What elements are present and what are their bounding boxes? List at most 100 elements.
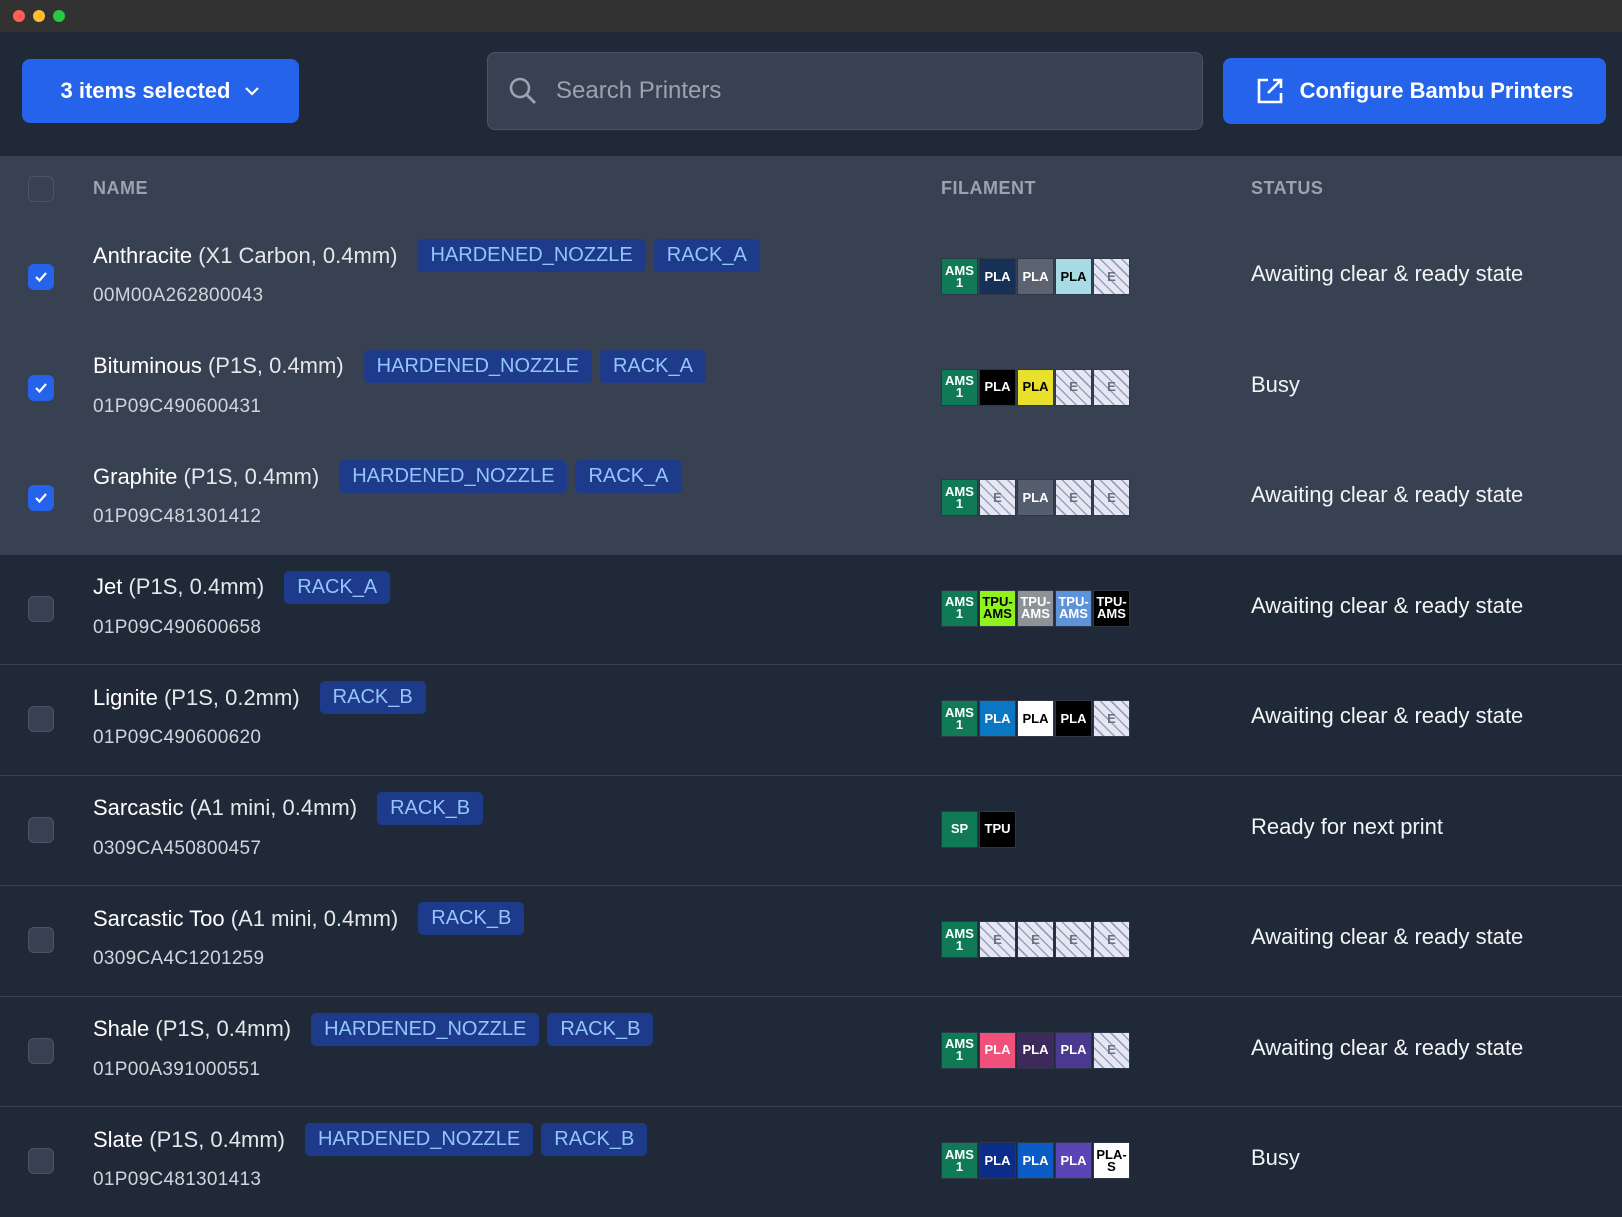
- search-icon: [509, 77, 536, 104]
- filament-label: PLA: [1022, 379, 1049, 394]
- printer-nickname: Sarcastic: [93, 795, 184, 820]
- printer-name: Sarcastic Too (A1 mini, 0.4mm): [93, 906, 398, 932]
- empty-filament-slot: E: [1093, 368, 1130, 406]
- filament-slot: PLA: [1017, 368, 1054, 406]
- table-row[interactable]: Anthracite (X1 Carbon, 0.4mm) HARDENED_NO…: [0, 222, 1622, 333]
- search-input[interactable]: [556, 77, 1156, 105]
- filament-slots: AMS 1 PLA PLA PLA E: [941, 1031, 1130, 1069]
- printer-nickname: Graphite: [93, 463, 178, 489]
- tag-badge: RACK_A: [599, 349, 706, 383]
- filament-label: PLA: [1022, 1042, 1049, 1057]
- table-row[interactable]: Bituminous (P1S, 0.4mm) HARDENED_NOZZLE RA…: [0, 332, 1622, 443]
- configure-printers-button[interactable]: Configure Bambu Printers: [1223, 58, 1606, 124]
- printer-nickname: Bituminous: [93, 353, 202, 378]
- filament-label: PLA: [1022, 1152, 1049, 1168]
- empty-filament-slot: E: [1055, 479, 1092, 516]
- row-checkbox[interactable]: [28, 816, 54, 843]
- row-checkbox[interactable]: [28, 706, 54, 732]
- serial-number: 01P09C490600620: [93, 727, 262, 748]
- filament-label: AMS 1: [945, 704, 974, 732]
- filament-label: E: [1107, 1042, 1116, 1057]
- close-window-button[interactable]: [13, 10, 25, 22]
- maximize-window-button[interactable]: [53, 10, 65, 22]
- filament-label: PLA: [1022, 710, 1049, 726]
- tag-badge: RACK_B: [541, 1123, 648, 1156]
- table-row[interactable]: Shale (P1S, 0.4mm) HARDENED_NOZZLE RACK_B 0…: [0, 995, 1622, 1107]
- filament-label: PLA: [984, 379, 1011, 394]
- tag-badge: HARDENED_NOZZLE: [363, 349, 592, 383]
- tag-badge: RACK_B: [547, 1012, 654, 1046]
- row-checkbox[interactable]: [28, 1037, 54, 1064]
- empty-filament-slot: E: [1055, 921, 1092, 958]
- filament-label: E: [1031, 931, 1040, 947]
- empty-filament-slot: E: [1093, 700, 1130, 737]
- configure-label: Configure Bambu Printers: [1299, 78, 1574, 103]
- selection-dropdown[interactable]: 3 items selected: [22, 59, 299, 123]
- printer-nickname: Shale: [93, 1016, 150, 1041]
- check-icon: [35, 272, 47, 283]
- filament-label: PLA: [1060, 710, 1087, 726]
- filament-label: PLA: [984, 1042, 1011, 1057]
- printer-name-line: Bituminous (P1S, 0.4mm) HARDENED_NOZZLE RA…: [93, 349, 706, 383]
- tag-badge: RACK_A: [284, 570, 391, 604]
- row-checkbox[interactable]: [28, 1148, 54, 1174]
- filament-label: TPU-AMS: [1096, 594, 1127, 621]
- printer-status: Awaiting clear & ready state: [1251, 1034, 1524, 1060]
- printer-status: Awaiting clear & ready state: [1251, 482, 1524, 507]
- table-row[interactable]: Graphite (P1S, 0.4mm) HARDENED_NOZZLE RACK…: [0, 443, 1622, 554]
- serial-number: 01P00A391000551: [93, 1058, 261, 1080]
- row-checkbox[interactable]: [28, 595, 54, 622]
- printer-name: Anthracite (X1 Carbon, 0.4mm): [93, 243, 397, 269]
- filament-slots: AMS 1 TPU-AMS TPU-AMS TPU-AMS TPU-AMS: [941, 589, 1130, 627]
- filament-label: PLA: [984, 1152, 1011, 1168]
- table-row[interactable]: Sarcastic Too (A1 mini, 0.4mm) RACK_B 0309…: [0, 885, 1622, 996]
- tag-badge: RACK_B: [418, 902, 525, 935]
- row-checkbox[interactable]: [28, 374, 54, 401]
- filament-label: E: [1107, 379, 1116, 394]
- empty-filament-slot: E: [1093, 1031, 1130, 1069]
- table-row[interactable]: Jet (P1S, 0.4mm) RACK_A 01P09C490600658 AMS…: [0, 553, 1622, 665]
- printer-model: (P1S, 0.4mm): [183, 463, 320, 489]
- column-name[interactable]: NAME: [93, 178, 148, 198]
- minimize-window-button[interactable]: [33, 10, 45, 22]
- row-checkbox[interactable]: [28, 264, 54, 290]
- filament-slot: TPU-AMS: [979, 589, 1016, 627]
- printer-model: (P1S, 0.4mm): [155, 1016, 292, 1041]
- select-all-checkbox[interactable]: [28, 176, 54, 202]
- filament-label: PLA: [984, 710, 1011, 726]
- filament-slots: AMS 1 E PLA E E: [941, 479, 1130, 516]
- filament-label: E: [1107, 268, 1116, 284]
- filament-slot: PLA: [1017, 479, 1054, 516]
- column-filament[interactable]: FILAMENT: [941, 178, 1036, 198]
- filament-label: TPU: [984, 821, 1011, 836]
- printer-name: Graphite (P1S, 0.4mm): [93, 464, 319, 490]
- printer-name-line: Jet (P1S, 0.4mm) RACK_A: [93, 570, 391, 604]
- printer-name: Sarcastic (A1 mini, 0.4mm): [93, 795, 357, 821]
- row-checkbox[interactable]: [28, 927, 54, 953]
- serial-number: 00M00A262800043: [93, 285, 264, 306]
- printer-model: (A1 mini, 0.4mm): [189, 795, 358, 820]
- filament-label: TPU-AMS: [1020, 594, 1051, 621]
- table-row[interactable]: Slate (P1S, 0.4mm) HARDENED_NOZZLE RACK_B 0…: [0, 1106, 1622, 1217]
- filament-slot: PLA: [979, 368, 1016, 406]
- serial-number: 0309CA450800457: [93, 837, 262, 859]
- printer-nickname: Lignite: [93, 684, 158, 710]
- filament-source-badge: AMS 1: [941, 258, 978, 295]
- printer-model: (P1S, 0.2mm): [163, 684, 300, 710]
- row-checkbox[interactable]: [28, 485, 54, 511]
- column-status[interactable]: STATUS: [1251, 178, 1324, 198]
- table-row[interactable]: Sarcastic (A1 mini, 0.4mm) RACK_B 0309CA45…: [0, 774, 1622, 886]
- filament-label: E: [1107, 710, 1116, 726]
- check-icon: [35, 493, 47, 504]
- filament-source-badge: AMS 1: [941, 589, 978, 627]
- serial-number: 01P09C481301413: [93, 1169, 262, 1190]
- printer-nickname: Anthracite: [93, 242, 193, 268]
- filament-label: AMS 1: [945, 262, 974, 290]
- table-row[interactable]: Lignite (P1S, 0.2mm) RACK_B 01P09C49060062…: [0, 664, 1622, 775]
- empty-filament-slot: E: [979, 479, 1016, 516]
- empty-filament-slot: E: [979, 921, 1016, 958]
- filament-label: PLA: [1060, 1042, 1087, 1057]
- filament-label: PLA-S: [1096, 1146, 1127, 1174]
- filament-slot: PLA: [1017, 1031, 1054, 1069]
- filament-source-badge: SP: [941, 810, 978, 848]
